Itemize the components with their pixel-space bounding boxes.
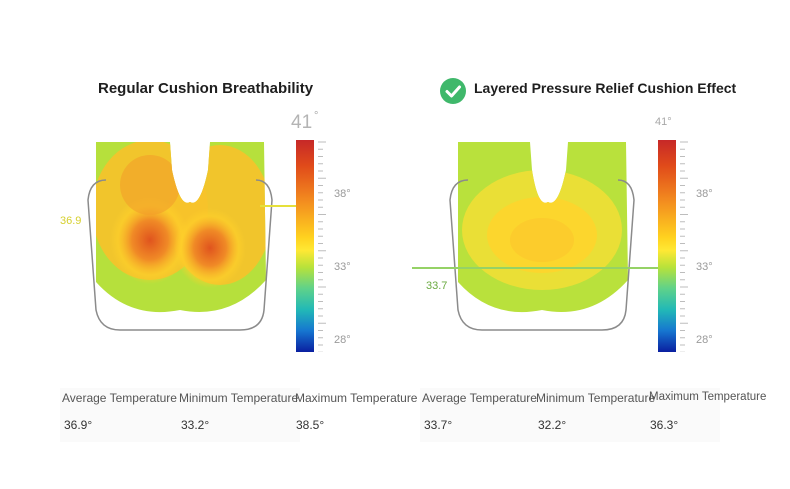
left-stat-value-minimum: 33.2° bbox=[181, 418, 210, 432]
left-colorbar-top-degree: ° bbox=[314, 110, 319, 122]
left-colorbar-ticks bbox=[318, 141, 326, 352]
right-tick-38: 38° bbox=[696, 188, 713, 200]
left-tick-38: 38° bbox=[334, 188, 351, 200]
left-colorbar bbox=[296, 140, 314, 352]
left-stat-value-maximum: 38.5° bbox=[296, 418, 325, 432]
right-colorbar bbox=[658, 140, 676, 352]
right-stat-label-minimum: Minimum Temperature bbox=[536, 391, 656, 405]
left-tick-28: 28° bbox=[334, 334, 351, 346]
right-tick-33: 33° bbox=[696, 261, 713, 273]
right-chart-title: Layered Pressure Relief Cushion Effect bbox=[474, 80, 737, 96]
left-colorbar-top-label: 41 bbox=[291, 112, 313, 133]
right-tick-28: 28° bbox=[696, 334, 713, 346]
right-marker-label: 33.7 bbox=[426, 280, 448, 292]
right-colorbar-top-label: 41° bbox=[655, 116, 672, 128]
right-marker-line bbox=[412, 267, 660, 269]
right-stat-value-average: 33.7° bbox=[424, 418, 453, 432]
right-stat-label-maximum: Maximum Temperature bbox=[649, 391, 767, 403]
left-marker-line bbox=[260, 205, 298, 207]
left-stat-label-maximum: Maximum Temperature bbox=[295, 391, 418, 405]
left-chart-title: Regular Cushion Breathability bbox=[98, 80, 314, 97]
left-stats-background bbox=[60, 388, 300, 442]
left-stat-value-average: 36.9° bbox=[64, 418, 93, 432]
right-heatmap bbox=[449, 142, 635, 331]
left-stat-label-average: Average Temperature bbox=[62, 391, 177, 405]
left-tick-33: 33° bbox=[334, 261, 351, 273]
check-circle-icon bbox=[440, 78, 466, 104]
left-heatmap bbox=[87, 142, 273, 331]
left-marker-label: 36.9 bbox=[60, 215, 82, 227]
left-stat-label-minimum: Minimum Temperature bbox=[179, 391, 299, 405]
right-stat-value-maximum: 36.3° bbox=[650, 418, 679, 432]
right-colorbar-ticks bbox=[680, 141, 688, 352]
right-stat-value-minimum: 32.2° bbox=[538, 418, 567, 432]
right-stats-background bbox=[420, 388, 720, 442]
right-stat-label-average: Average Temperature bbox=[422, 391, 537, 405]
